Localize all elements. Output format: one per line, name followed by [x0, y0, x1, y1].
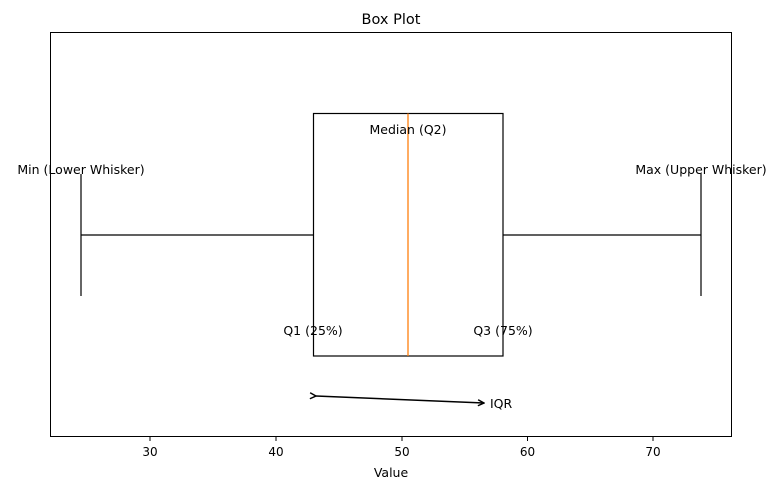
x-axis-label: Value	[374, 465, 409, 480]
x-axis-ticks	[149, 437, 654, 441]
min-annotation: Min (Lower Whisker)	[17, 162, 144, 177]
x-tick-label: 50	[394, 445, 409, 459]
chart-title: Box Plot	[362, 12, 421, 28]
q3-annotation: Q3 (75%)	[473, 323, 532, 338]
iqr-arrow	[316, 396, 484, 403]
x-tick-label: 70	[645, 445, 660, 459]
x-tick-label: 40	[268, 445, 283, 459]
plot-area-frame	[50, 32, 732, 437]
median-annotation: Median (Q2)	[370, 122, 447, 137]
x-axis-tick-labels: 30 40 50 60 70	[142, 445, 660, 459]
x-tick-label: 60	[520, 445, 535, 459]
q1-annotation: Q1 (25%)	[283, 323, 342, 338]
iqr-annotation: IQR	[490, 396, 513, 411]
x-tick-label: 30	[142, 445, 157, 459]
max-annotation: Max (Upper Whisker)	[635, 162, 766, 177]
